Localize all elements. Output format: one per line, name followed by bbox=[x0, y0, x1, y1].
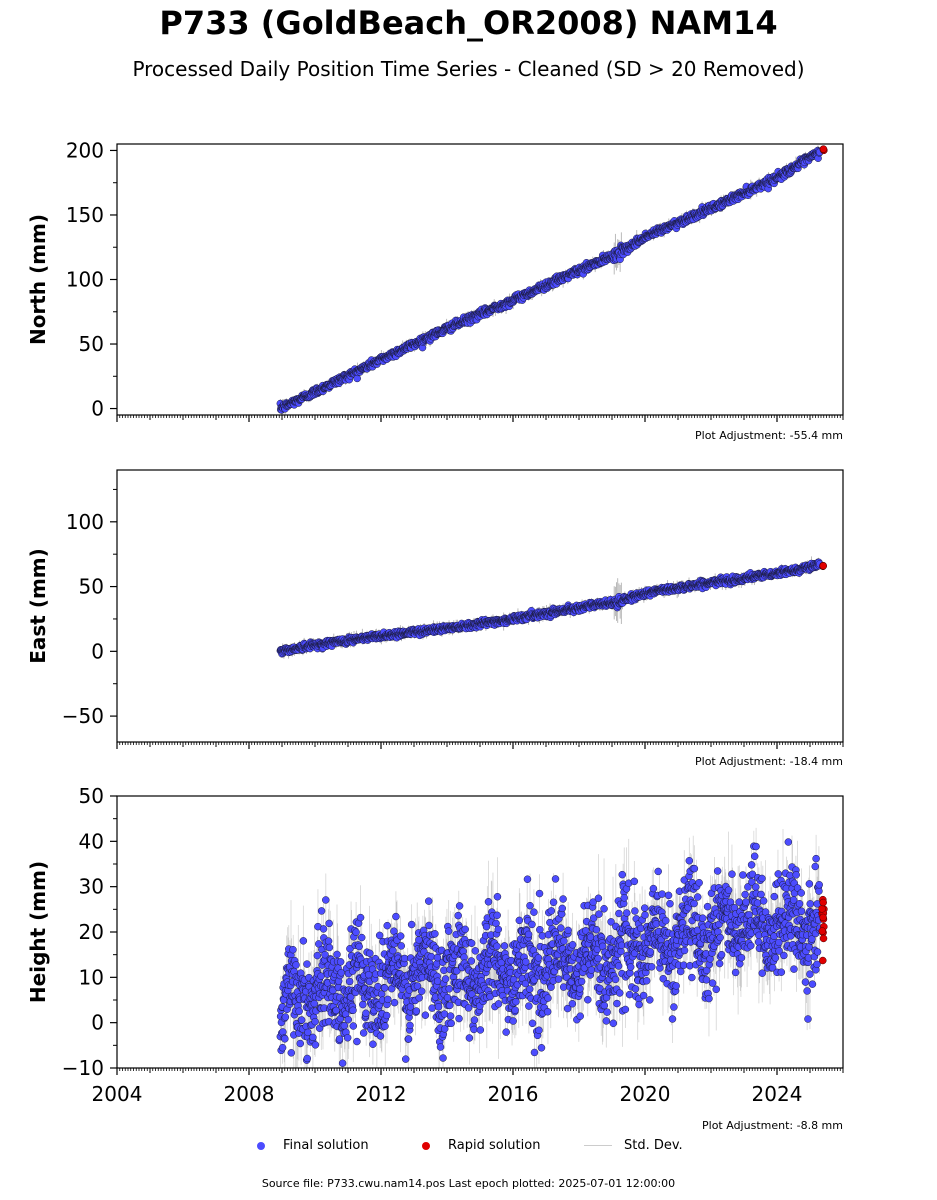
y-tick-label: 0 bbox=[91, 639, 104, 663]
chart-title: P733 (GoldBeach_OR2008) NAM14 bbox=[159, 4, 778, 42]
y-tick-label: 150 bbox=[66, 203, 104, 227]
y-tick-label: 100 bbox=[66, 268, 104, 292]
north-final-points bbox=[276, 146, 824, 414]
east-panel: −50 0 50 100 East (mm) bbox=[26, 469, 844, 749]
east-ylabel: East (mm) bbox=[26, 548, 50, 664]
north-panel: 0 50 100 150 200 North (mm) bbox=[26, 138, 844, 422]
east-plot-area bbox=[276, 556, 827, 659]
chart-subtitle: Processed Daily Position Time Series - C… bbox=[132, 57, 805, 81]
east-frame bbox=[116, 469, 844, 743]
east-rapid-points bbox=[819, 561, 827, 571]
y-tick-label: 0 bbox=[91, 397, 104, 421]
y-tick-label: 50 bbox=[79, 575, 104, 599]
y-tick-label: 50 bbox=[79, 332, 104, 356]
rapid-point bbox=[819, 145, 828, 153]
north-frame bbox=[116, 143, 844, 416]
rapid-point bbox=[819, 562, 827, 570]
height-plot-area bbox=[276, 827, 828, 1068]
east-final-points bbox=[276, 558, 824, 658]
north-plot-area bbox=[276, 145, 828, 415]
y-tick-label: 100 bbox=[66, 510, 104, 534]
north-ylabel: North (mm) bbox=[26, 214, 50, 345]
north-rapid-points bbox=[819, 145, 828, 155]
y-tick-label: −50 bbox=[62, 704, 104, 728]
y-tick-label: 200 bbox=[66, 138, 104, 162]
